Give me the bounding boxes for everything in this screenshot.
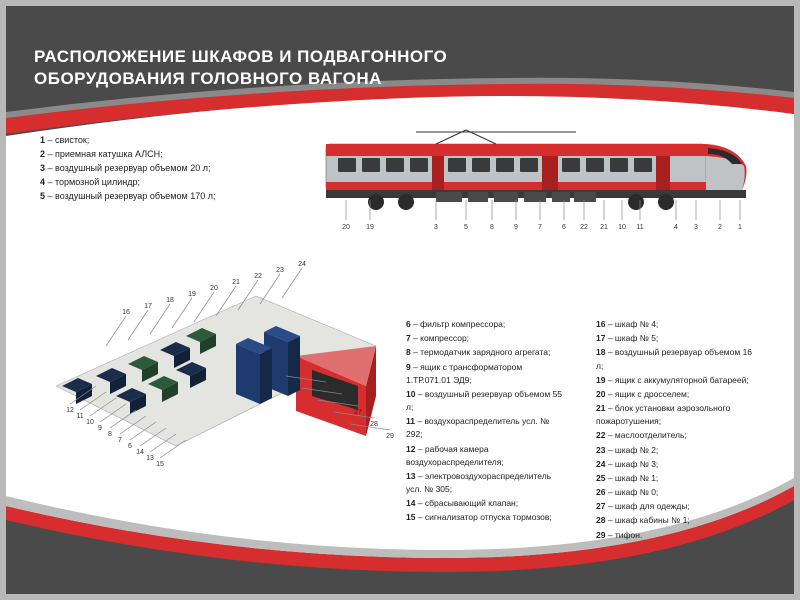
legend-item: 26 – шкаф № 0; <box>596 486 756 499</box>
svg-text:11: 11 <box>76 413 83 420</box>
legend-item: 29 – тифон. <box>596 529 756 542</box>
svg-text:20: 20 <box>342 224 350 231</box>
legend-item: 23 – шкаф № 2; <box>596 444 756 457</box>
poster-frame: РАСПОЛОЖЕНИЕ ШКАФОВ И ПОДВАГОННОГО ОБОРУ… <box>0 0 800 600</box>
svg-text:4: 4 <box>674 224 678 231</box>
legend-item: 7 – компрессор; <box>406 332 566 345</box>
legend-item: 12 – рабочая камера воздухораспределител… <box>406 443 566 469</box>
legend-item: 17 – шкаф № 5; <box>596 332 756 345</box>
svg-text:10: 10 <box>618 224 626 231</box>
legend-item: 4 – тормозной цилиндр; <box>40 176 215 190</box>
legend-item: 6 – фильтр компрессора; <box>406 318 566 331</box>
legend-col-2: 16 – шкаф № 4;17 – шкаф № 5;18 – воздушн… <box>596 318 756 543</box>
legend-item: 13 – электровоздухораспределитель усл. №… <box>406 470 566 496</box>
svg-text:12: 12 <box>66 407 74 414</box>
legend-item: 8 – термодатчик зарядного агрегата; <box>406 346 566 359</box>
legend-item: 24 – шкаф № 3; <box>596 458 756 471</box>
svg-text:22: 22 <box>254 273 262 280</box>
svg-text:19: 19 <box>366 224 374 231</box>
legend-item: 10 – воздушный резервуар объемом 55 л; <box>406 388 566 414</box>
svg-text:18: 18 <box>166 297 174 304</box>
svg-text:10: 10 <box>86 419 94 426</box>
legend-item: 2 – приемная катушка АЛСН; <box>40 148 215 162</box>
svg-text:8: 8 <box>490 224 494 231</box>
svg-text:17: 17 <box>144 303 152 310</box>
svg-text:24: 24 <box>298 261 306 268</box>
svg-text:6: 6 <box>562 224 566 231</box>
svg-text:16: 16 <box>122 309 130 316</box>
legend-top: 1 – свисток;2 – приемная катушка АЛСН;3 … <box>40 134 215 204</box>
legend-item: 14 – сбрасывающий клапан; <box>406 497 566 510</box>
legend-item: 3 – воздушный резервуар объемом 20 л; <box>40 162 215 176</box>
legend-item: 9 – ящик с трансформатором 1.ТР.071.01 Э… <box>406 361 566 387</box>
legend-item: 11 – воздухораспределитель усл. № 292; <box>406 415 566 441</box>
svg-text:5: 5 <box>464 224 468 231</box>
legend-item: 19 – ящик с аккумуляторной батареей; <box>596 374 756 387</box>
title-bar: РАСПОЛОЖЕНИЕ ШКАФОВ И ПОДВАГОННОГО ОБОРУ… <box>6 38 794 102</box>
legend-item: 27 – шкаф для одежды; <box>596 500 756 513</box>
legend-item: 22 – маслоотделитель; <box>596 429 756 442</box>
legend-item: 25 – шкаф № 1; <box>596 472 756 485</box>
svg-text:1: 1 <box>738 224 742 231</box>
poster-title: РАСПОЛОЖЕНИЕ ШКАФОВ И ПОДВАГОННОГО ОБОРУ… <box>34 46 766 90</box>
svg-text:20: 20 <box>210 285 218 292</box>
legend-item: 15 – сигнализатор отпуска тормозов; <box>406 511 566 524</box>
svg-text:23: 23 <box>276 267 284 274</box>
svg-text:3: 3 <box>694 224 698 231</box>
legend-item: 20 – ящик с дросселем; <box>596 388 756 401</box>
legend-item: 1 – свисток; <box>40 134 215 148</box>
svg-text:14: 14 <box>136 449 144 456</box>
svg-text:13: 13 <box>146 455 154 462</box>
svg-text:6: 6 <box>128 443 132 450</box>
svg-text:11: 11 <box>636 224 643 231</box>
legend-col-1: 6 – фильтр компрессора;7 – компрессор;8 … <box>406 318 566 543</box>
svg-text:21: 21 <box>600 224 608 231</box>
cutaway-view: 1617181920212223241211109876141315252627… <box>36 236 396 476</box>
svg-text:7: 7 <box>118 437 122 444</box>
svg-text:8: 8 <box>108 431 112 438</box>
legend-columns: 6 – фильтр компрессора;7 – компрессор;8 … <box>406 318 756 543</box>
svg-text:9: 9 <box>98 425 102 432</box>
legend-item: 21 – блок установки аэрозольного пожарот… <box>596 402 756 428</box>
svg-text:15: 15 <box>156 461 164 468</box>
legend-item: 5 – воздушный резервуар объемом 170 л; <box>40 190 215 204</box>
svg-text:7: 7 <box>538 224 542 231</box>
legend-item: 28 – шкаф кабины № 1; <box>596 514 756 527</box>
svg-text:2: 2 <box>718 224 722 231</box>
svg-text:22: 22 <box>580 224 588 231</box>
legend-item: 16 – шкаф № 4; <box>596 318 756 331</box>
svg-text:9: 9 <box>514 224 518 231</box>
svg-text:3: 3 <box>434 224 438 231</box>
svg-text:19: 19 <box>188 291 196 298</box>
svg-text:21: 21 <box>232 279 240 286</box>
svg-text:29: 29 <box>386 433 394 440</box>
legend-item: 18 – воздушный резервуар объемом 16 л; <box>596 346 756 372</box>
train-side-view: 2019358976222110114321 <box>316 126 756 236</box>
